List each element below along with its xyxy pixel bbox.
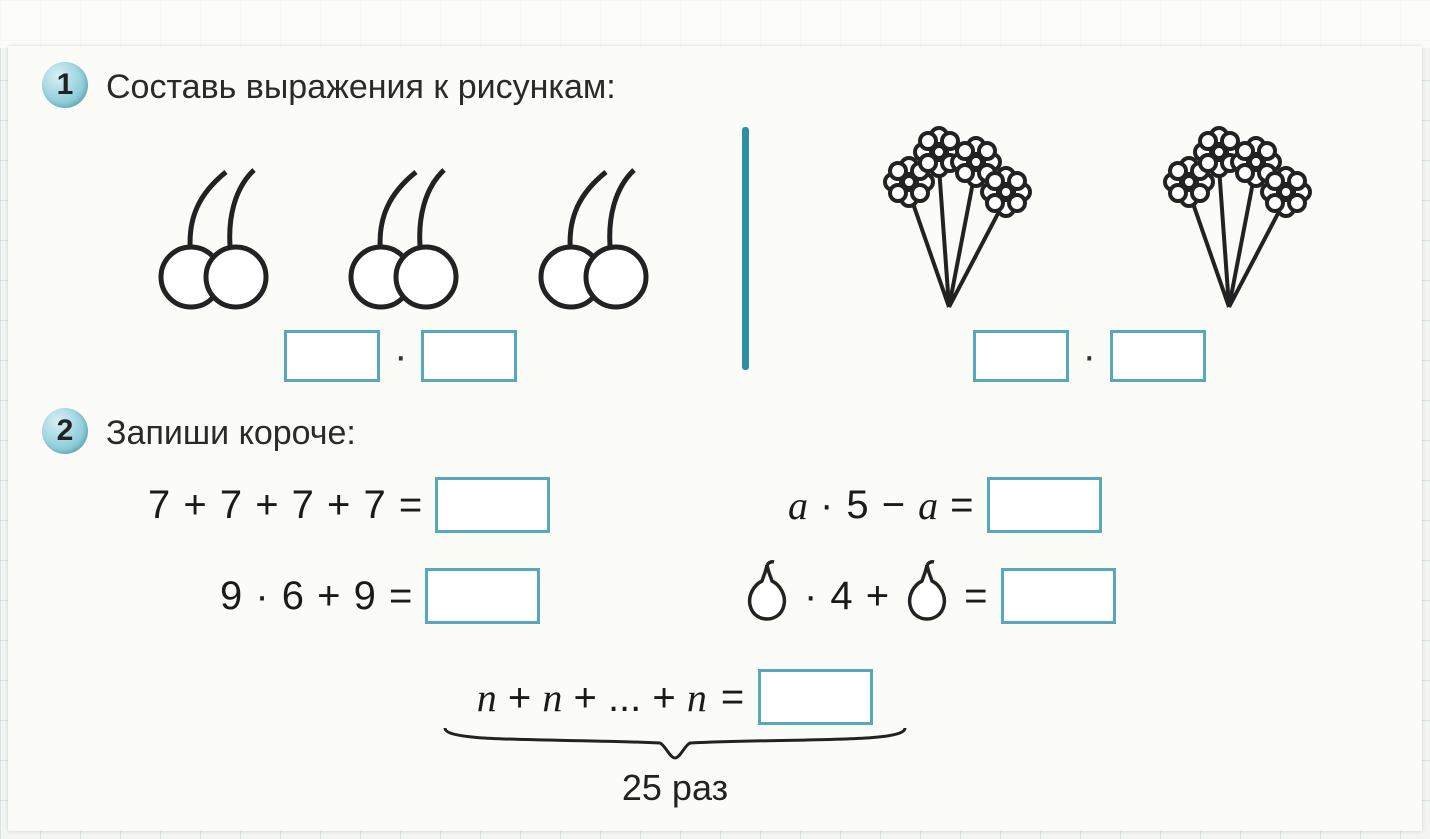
exercise-1-left-answer: · [284,330,517,382]
underbrace-icon [440,723,910,763]
brace-count-label: 25 раз [622,767,728,809]
exercise-2: 2 Запиши короче: 7 + 7 + 7 + 7 = a · 5 −… [48,410,1382,809]
variable-n: n [477,675,497,720]
answer-box[interactable] [284,330,380,382]
equals-sign: = [721,675,744,720]
exercise-1-left-column: · [108,127,694,382]
pear-icon [902,559,952,633]
answer-box[interactable] [987,477,1102,533]
exercise-1-right-column: · [797,127,1383,382]
answer-box[interactable] [1110,330,1206,382]
variable-a: a [918,482,938,529]
vertical-divider [742,127,749,370]
flower-row [854,127,1324,312]
equals-sign: = [964,574,988,619]
brace-equation: n + n + ... + n = [477,669,873,725]
exercise-1-right-answer: · [973,330,1206,382]
equals-sign: = [950,483,974,528]
page-top-strip [0,0,1430,48]
ellipsis-text: + ... + [562,676,687,720]
variable-n: n [687,675,707,720]
exercise-number-badge: 2 [42,408,88,454]
exercise-2-body: 7 + 7 + 7 + 7 = a · 5 − a = 9 · 6 + 9 = [148,477,1382,809]
answer-box[interactable] [435,477,550,533]
answer-box[interactable] [758,669,873,725]
exercise-number-badge: 1 [42,62,88,108]
answer-box[interactable] [421,330,517,382]
exercise-1: 1 Составь выражения к рисункам: [48,64,1382,382]
flower-bouquet-icon [854,112,1044,312]
answer-box[interactable] [973,330,1069,382]
exercise-1-body: · [108,127,1382,382]
answer-box[interactable] [425,568,540,624]
equation-row: · 4 + = [742,559,1382,633]
exercise-1-prompt: Составь выражения к рисункам: [106,64,1382,107]
equation-row: 7 + 7 + 7 + 7 = [148,477,708,533]
flower-bouquet-icon [1134,112,1324,312]
pear-icon [742,559,792,633]
operator-dot: · [394,336,407,376]
cherry-pair-icon [526,162,656,312]
equation-text: · 4 + [804,574,890,619]
cherry-pair-icon [336,162,466,312]
plus-sign: + [497,676,543,720]
equation-row: a · 5 − a = [788,477,1382,533]
worksheet-page: 1 Составь выражения к рисункам: [8,46,1422,831]
variable-a: a [788,482,808,529]
equation-text: · 5 − [820,483,906,528]
variable-n: n [542,675,562,720]
equation-text: 9 · 6 + 9 = [220,574,413,619]
cherry-row [146,127,656,312]
answer-box[interactable] [1001,568,1116,624]
equation-row: 9 · 6 + 9 = [148,568,708,624]
cherry-pair-icon [146,162,276,312]
equation-text: 7 + 7 + 7 + 7 = [148,483,423,528]
operator-dot: · [1083,336,1096,376]
exercise-2-prompt: Запиши короче: [106,410,1382,453]
brace-equation-block: n + n + ... + n = 25 раз [148,669,1382,809]
